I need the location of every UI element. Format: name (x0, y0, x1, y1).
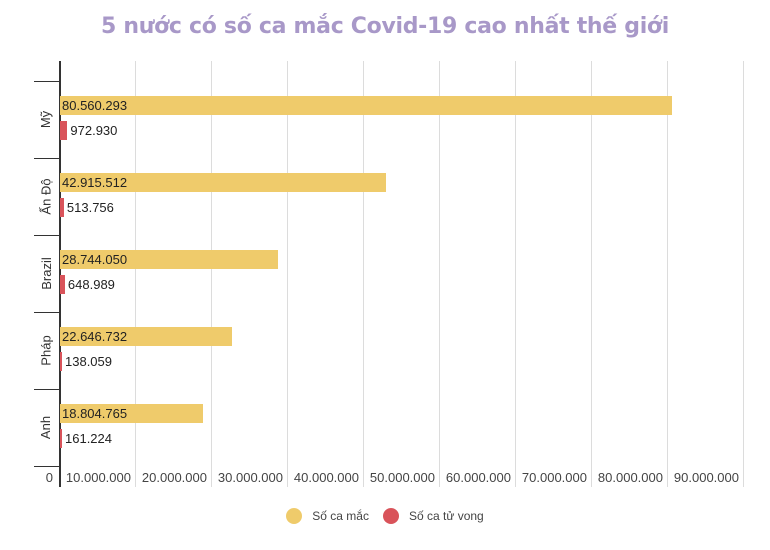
gridline (515, 61, 516, 487)
category-label-text: Anh (38, 415, 54, 440)
bar-deaths[interactable] (60, 198, 64, 217)
data-label-cases: 42.915.512 (62, 175, 128, 190)
data-label-deaths: 648.989 (67, 277, 115, 292)
data-label-cases: 18.804.765 (62, 406, 128, 421)
y-tick (34, 389, 60, 390)
y-tick (34, 235, 60, 236)
chart-title: 5 nước có số ca mắc Covid-19 cao nhất th… (100, 14, 669, 39)
data-label-deaths: 513.756 (66, 200, 114, 215)
data-label-deaths: 161.224 (65, 431, 112, 446)
bar-cases[interactable] (60, 404, 203, 423)
category-label: Brazil (36, 235, 56, 312)
data-label-cases: 22.646.732 (62, 329, 128, 344)
gridline (135, 61, 136, 487)
gridline (591, 61, 592, 487)
legend-swatch-deaths-icon (382, 508, 399, 524)
gridline (363, 61, 364, 487)
x-tick-label: 0 (45, 470, 53, 485)
y-tick (34, 158, 60, 159)
y-axis-line (59, 61, 61, 487)
y-tick (34, 81, 60, 82)
data-label-cases: 28.744.050 (62, 252, 128, 267)
category-label: Pháp (36, 312, 56, 389)
gridline (439, 61, 440, 487)
legend: Số ca mắc Số ca tử vong (0, 508, 770, 524)
gridline (667, 61, 668, 487)
bar-cases[interactable] (60, 250, 279, 269)
gridline (743, 61, 744, 487)
x-tick-label: 10.000.000 (65, 470, 131, 485)
category-label-text: Pháp (38, 335, 54, 366)
gridline (211, 61, 212, 487)
legend-swatch-cases-icon (286, 508, 303, 524)
legend-item-deaths[interactable]: Số ca tử vong (382, 508, 484, 524)
data-label-deaths: 972.930 (70, 123, 118, 138)
category-label-text: Mỹ (38, 110, 54, 129)
data-label-deaths: 138.059 (65, 354, 112, 369)
x-tick-label: 20.000.000 (141, 470, 207, 485)
legend-label-deaths: Số ca tử vong (408, 509, 484, 523)
x-tick-label: 50.000.000 (369, 470, 435, 485)
category-label: Ấn Độ (36, 158, 56, 235)
bar-cases[interactable] (60, 327, 233, 346)
bar-cases[interactable] (60, 173, 387, 192)
x-tick-label: 40.000.000 (293, 470, 359, 485)
x-tick-label: 70.000.000 (521, 470, 587, 485)
category-label: Anh (36, 389, 56, 466)
legend-label-cases: Số ca mắc (312, 509, 369, 523)
category-label: Mỹ (36, 81, 56, 158)
bar-cases[interactable] (60, 96, 673, 115)
data-label-cases: 80.560.293 (62, 98, 128, 113)
bar-deaths[interactable] (60, 275, 65, 294)
bar-deaths[interactable] (60, 352, 62, 371)
bar-deaths[interactable] (60, 121, 68, 140)
x-tick-label: 90.000.000 (673, 470, 739, 485)
x-tick-label: 80.000.000 (597, 470, 663, 485)
x-tick-label: 60.000.000 (445, 470, 511, 485)
y-tick (34, 312, 60, 313)
category-label-text: Ấn Độ (38, 178, 54, 215)
x-tick-label: 30.000.000 (217, 470, 283, 485)
legend-item-cases[interactable]: Số ca mắc (286, 508, 369, 524)
bar-deaths[interactable] (60, 429, 62, 448)
category-label-text: Brazil (38, 257, 54, 290)
y-tick (34, 466, 60, 467)
gridline (287, 61, 288, 487)
